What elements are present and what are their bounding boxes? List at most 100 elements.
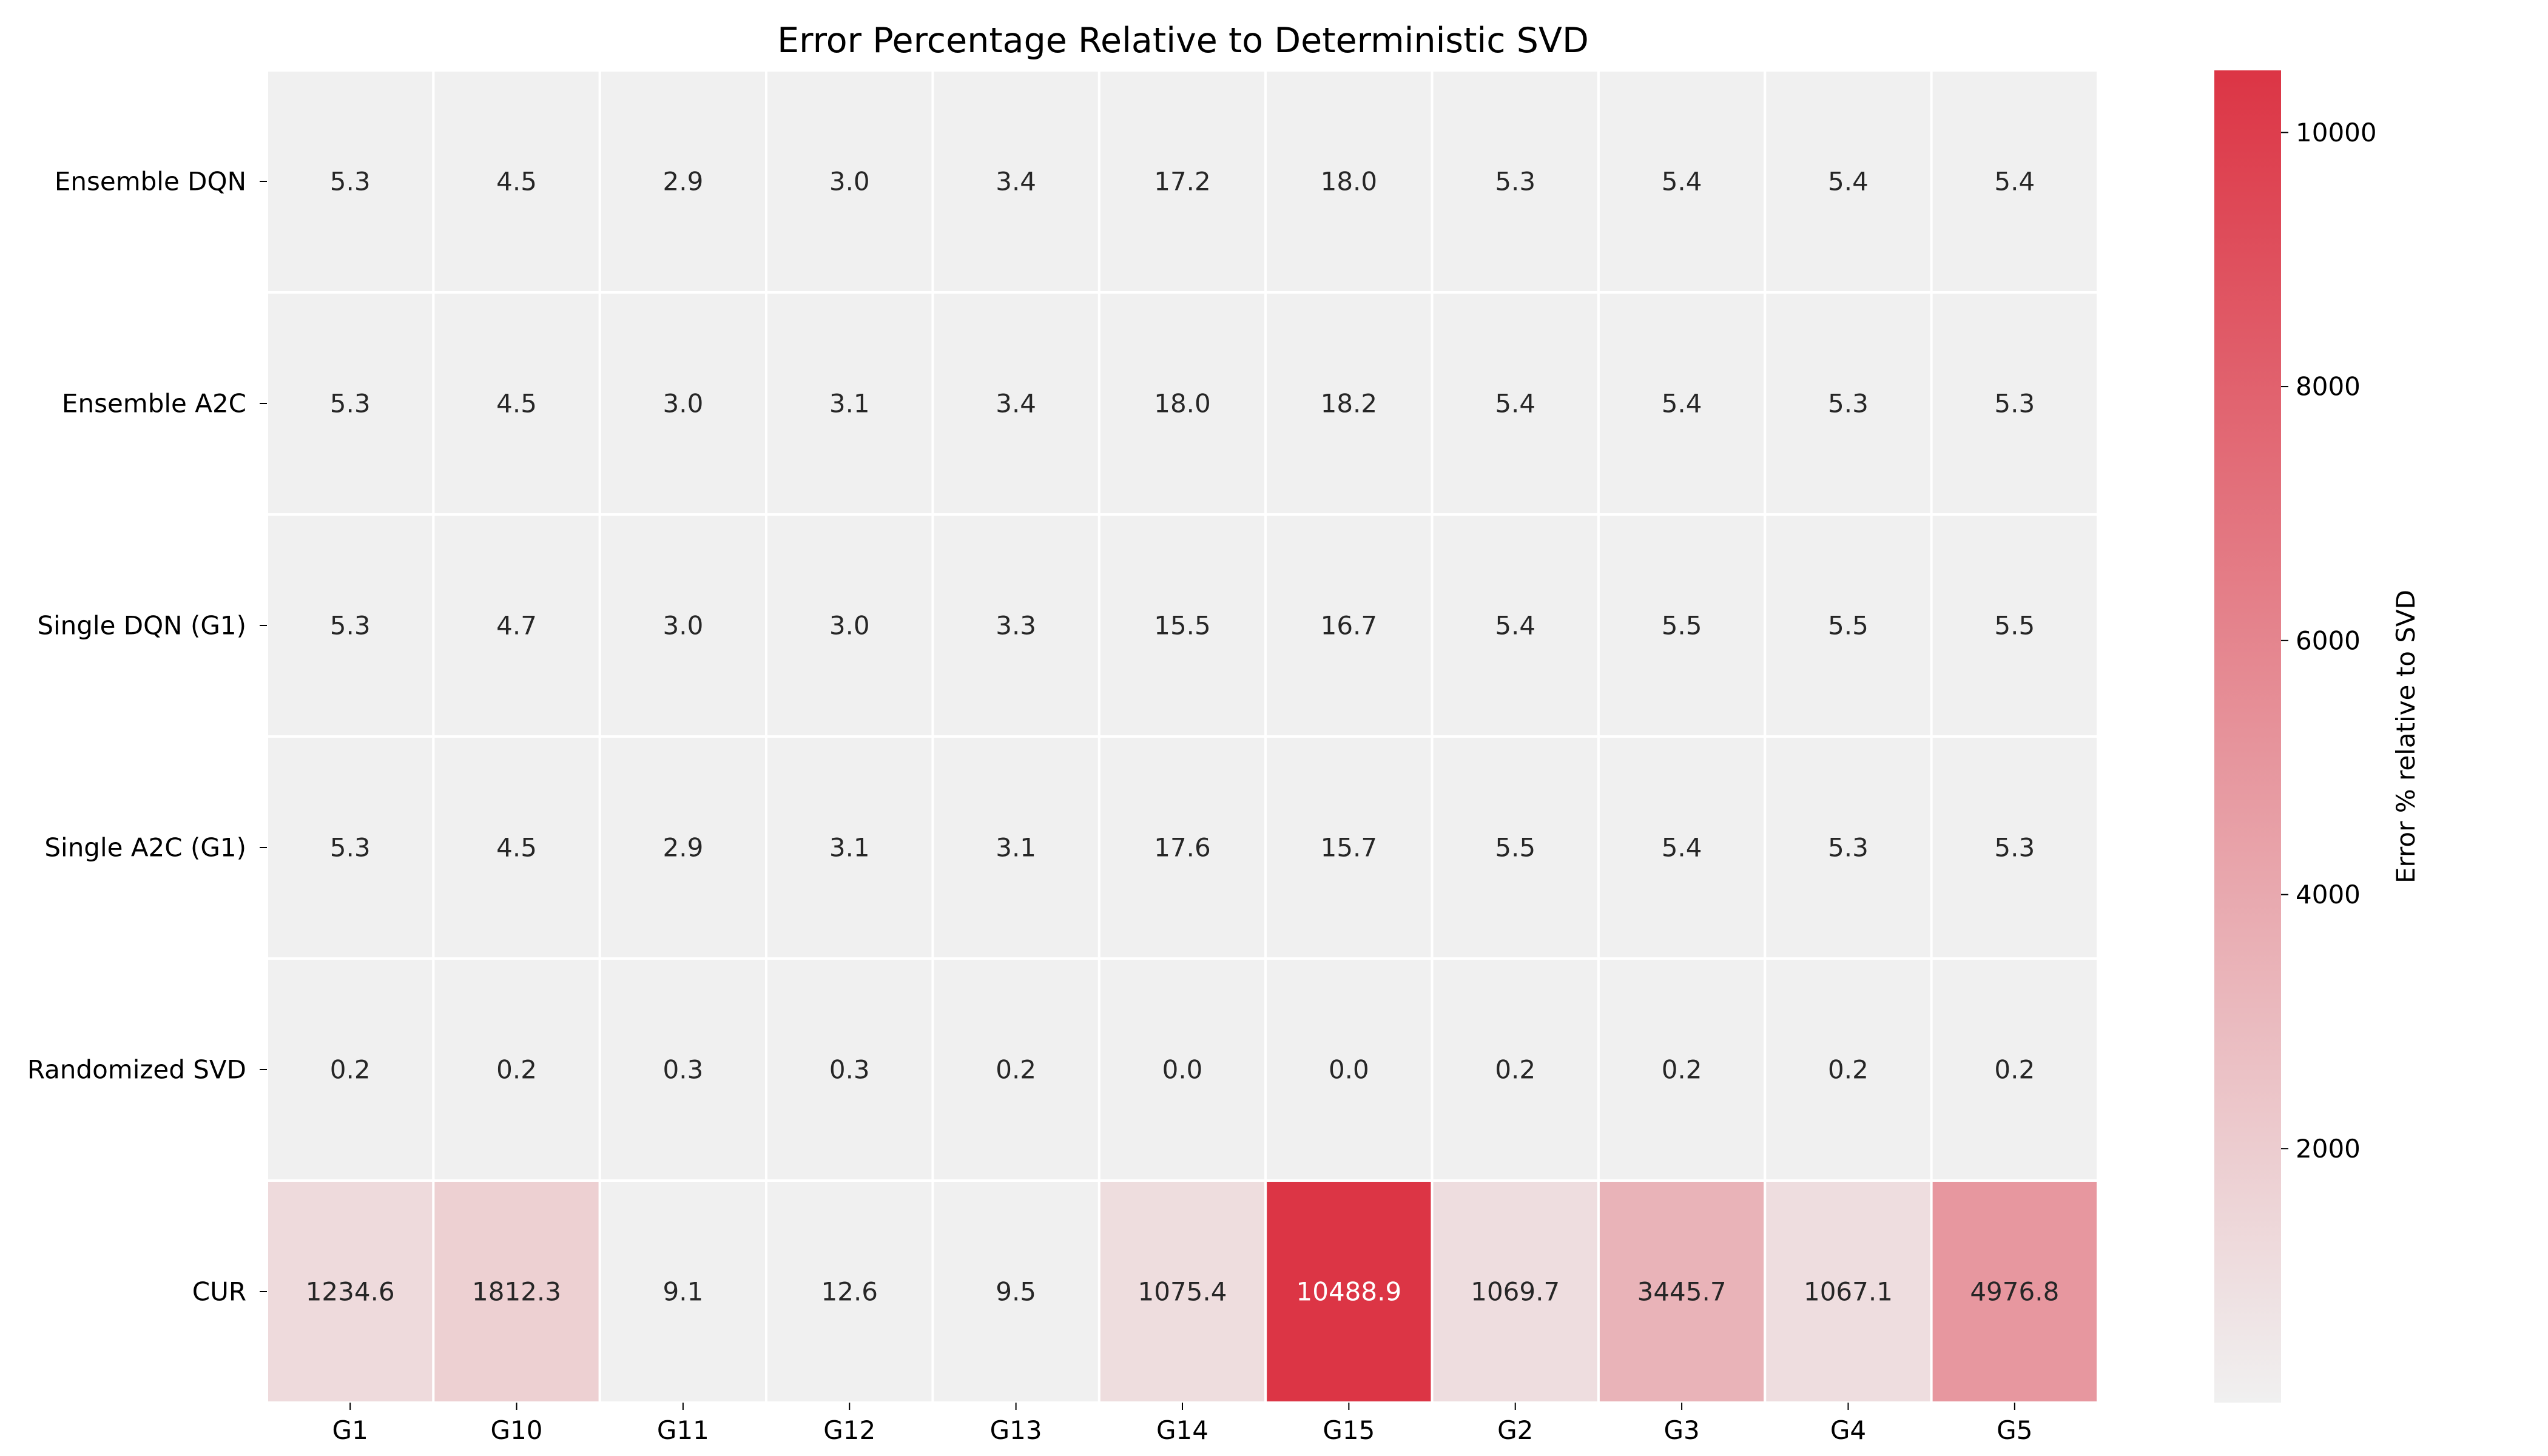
cell-value-label: 18.0	[1154, 389, 1211, 419]
heatmap-cell	[1264, 291, 1434, 516]
cell-value-label: 5.3	[330, 833, 371, 863]
y-tick-label: CUR	[192, 1277, 246, 1307]
heatmap-cell	[1930, 513, 2100, 738]
cell-value-label: 3.1	[829, 389, 870, 419]
heatmap-cell	[765, 69, 934, 294]
heatmap-cell	[432, 957, 601, 1182]
cell-value-label: 3.0	[663, 389, 704, 419]
cell-value-label: 18.0	[1321, 167, 1378, 197]
heatmap-cell	[266, 69, 435, 294]
cell-value-label: 3.1	[996, 833, 1036, 863]
heatmap-cell	[1764, 291, 1933, 516]
x-tick-label: G5	[1997, 1415, 2032, 1445]
heatmap-cell	[1264, 957, 1434, 1182]
cell-value-label: 5.5	[1994, 611, 2035, 641]
cell-value-label: 5.4	[1828, 167, 1869, 197]
cell-value-label: 3.0	[829, 167, 870, 197]
cell-value-label: 5.3	[1994, 389, 2035, 419]
heatmap-cell	[1264, 513, 1434, 738]
y-tick-label: Randomized SVD	[27, 1055, 246, 1085]
x-tick-label: G14	[1156, 1415, 1208, 1445]
colorbar-tick-label: 6000	[2296, 625, 2361, 655]
cell-value-label: 5.3	[330, 167, 371, 197]
heatmap-cell	[1764, 957, 1933, 1182]
cell-value-label: 0.3	[663, 1055, 704, 1085]
heatmap-cell	[266, 1179, 435, 1404]
cell-value-label: 5.4	[1994, 167, 2035, 197]
cell-value-label: 5.4	[1662, 167, 1702, 197]
heatmap-cell	[598, 957, 768, 1182]
heatmap-cell	[1930, 69, 2100, 294]
heatmap-cell	[1264, 735, 1434, 960]
x-axis: G1 G10 G11 G12 G13 G14 G15 G2 G3 G4 G5	[332, 1403, 2032, 1445]
x-tick-label: G3	[1663, 1415, 1699, 1445]
colorbar-tick-label: 8000	[2296, 372, 2361, 402]
cell-value-label: 4.5	[496, 167, 537, 197]
colorbar-tick-label: 2000	[2296, 1134, 2361, 1164]
heatmap-cell	[1930, 291, 2100, 516]
cell-value-label: 12.6	[821, 1277, 878, 1307]
heatmap-cell-labels: 5.3 4.5 2.9 3.0 3.4 17.2 18.0 5.3 5.4 5.4 5.4 5.3 4.…	[306, 167, 2060, 1307]
heatmap-cell	[1930, 957, 2100, 1182]
cell-value-label: 5.3	[1828, 389, 1869, 419]
cell-value-label: 17.6	[1154, 833, 1211, 863]
cell-value-label: 0.2	[1828, 1055, 1869, 1085]
x-tick-label: G15	[1323, 1415, 1375, 1445]
heatmap-cell	[1097, 513, 1267, 738]
colorbar-tick-label: 10000	[2296, 118, 2377, 147]
heatmap-cell	[432, 69, 601, 294]
heatmap-cell	[432, 291, 601, 516]
x-tick-label: G2	[1497, 1415, 1533, 1445]
cell-value-label: 0.3	[829, 1055, 870, 1085]
heatmap-cell	[1597, 957, 1767, 1182]
heatmap-cell	[765, 1179, 934, 1404]
cell-value-label: 3.1	[829, 833, 870, 863]
heatmap-cell	[1097, 957, 1267, 1182]
y-axis: Ensemble DQN Ensemble A2C Single DQN (G1) S…	[27, 167, 267, 1307]
cell-value-label: 1069.7	[1471, 1277, 1560, 1307]
cell-value-label: 4.5	[496, 389, 537, 419]
cell-value-label: 3.4	[996, 389, 1036, 419]
heatmap-cell	[1431, 291, 1600, 516]
cell-value-label: 18.2	[1321, 389, 1378, 419]
cell-value-label: 4.5	[496, 833, 537, 863]
x-tick-label: G12	[823, 1415, 875, 1445]
cell-value-label: 2.9	[663, 833, 704, 863]
cell-value-label: 5.5	[1828, 611, 1869, 641]
heatmap-cell	[931, 735, 1100, 960]
heatmap-cell	[765, 957, 934, 1182]
cell-value-label: 0.2	[496, 1055, 537, 1085]
chart-title: Error Percentage Relative to Determinist…	[777, 21, 1589, 61]
cell-value-label: 5.4	[1495, 611, 1535, 641]
cell-value-label: 9.5	[996, 1277, 1036, 1307]
cell-value-label: 0.0	[1162, 1055, 1203, 1085]
heatmap-cell	[1431, 69, 1600, 294]
cell-value-label: 5.4	[1495, 389, 1535, 419]
cell-value-label: 4976.8	[1970, 1277, 2059, 1307]
cell-value-label: 15.5	[1154, 611, 1211, 641]
heatmap-cell	[1930, 735, 2100, 960]
x-tick-label: G13	[990, 1415, 1042, 1445]
cell-value-label: 1067.1	[1804, 1277, 1893, 1307]
heatmap-cell	[931, 513, 1100, 738]
cell-value-label: 1812.3	[472, 1277, 561, 1307]
heatmap-cell	[266, 291, 435, 516]
cell-value-label: 0.2	[1994, 1055, 2035, 1085]
heatmap-cell	[1930, 1179, 2100, 1404]
heatmap-cell	[1097, 1179, 1267, 1404]
cell-value-label: 0.0	[1329, 1055, 1369, 1085]
heatmap-cell	[1597, 1179, 1767, 1404]
cell-value-label: 17.2	[1154, 167, 1211, 197]
heatmap-cell	[931, 957, 1100, 1182]
cell-value-label: 10488.9	[1296, 1277, 1402, 1307]
colorbar-ticks: 2000 4000 6000 8000 10000	[2281, 118, 2377, 1164]
heatmap-cell	[931, 69, 1100, 294]
heatmap-cell	[432, 735, 601, 960]
heatmap-cell	[765, 735, 934, 960]
cell-value-label: 5.3	[1994, 833, 2035, 863]
y-tick-label: Single A2C (G1)	[44, 833, 246, 863]
cell-value-label: 5.5	[1495, 833, 1535, 863]
heatmap-cell	[1097, 735, 1267, 960]
cell-value-label: 3445.7	[1637, 1277, 1727, 1307]
heatmap-cell	[931, 291, 1100, 516]
